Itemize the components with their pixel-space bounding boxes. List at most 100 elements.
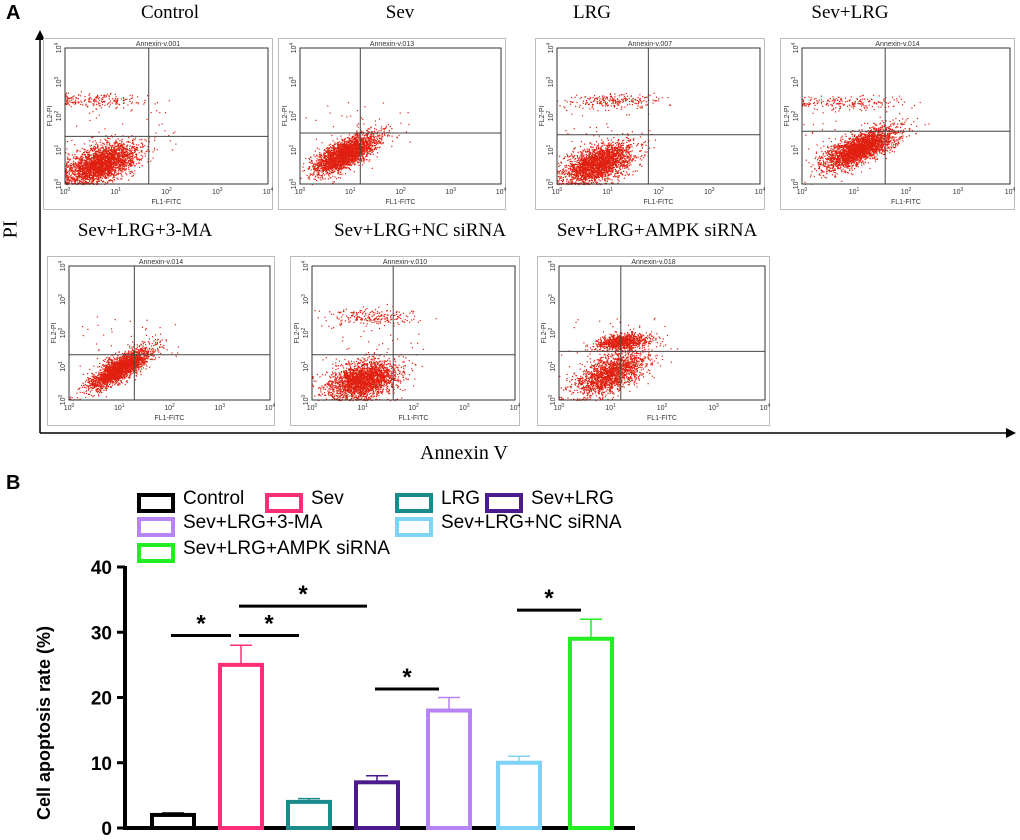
event-dot bbox=[333, 182, 334, 183]
event-dot bbox=[128, 160, 129, 161]
event-dot bbox=[118, 153, 119, 154]
event-dot bbox=[378, 136, 379, 137]
event-dot bbox=[338, 142, 339, 143]
event-dot bbox=[125, 99, 126, 100]
event-dot bbox=[326, 168, 327, 169]
event-dot bbox=[93, 155, 94, 156]
event-dot bbox=[93, 164, 94, 165]
event-dot bbox=[95, 154, 96, 155]
event-dot bbox=[104, 154, 105, 155]
event-dot bbox=[112, 170, 113, 171]
event-dot bbox=[101, 159, 102, 160]
event-dot bbox=[377, 156, 378, 157]
event-dot bbox=[74, 181, 75, 182]
event-dot bbox=[141, 139, 142, 140]
plot-title: Control bbox=[141, 2, 199, 24]
event-dot bbox=[95, 144, 96, 145]
event-dot bbox=[79, 173, 80, 174]
event-dot bbox=[99, 159, 100, 160]
event-dot bbox=[125, 168, 126, 169]
event-dot bbox=[91, 98, 92, 99]
event-dot bbox=[384, 135, 385, 136]
event-dot bbox=[73, 98, 74, 99]
event-dot bbox=[375, 121, 376, 122]
event-dot bbox=[123, 163, 124, 164]
event-dot bbox=[338, 164, 339, 165]
event-dot bbox=[319, 156, 320, 157]
event-dot bbox=[118, 179, 119, 180]
event-dot bbox=[381, 128, 382, 129]
event-dot bbox=[95, 140, 96, 141]
event-dot bbox=[114, 179, 115, 180]
event-dot bbox=[98, 151, 99, 152]
event-dot bbox=[102, 171, 103, 172]
event-dot bbox=[107, 104, 108, 105]
event-dot bbox=[155, 133, 156, 134]
event-dot bbox=[326, 173, 327, 174]
event-dot bbox=[86, 167, 87, 168]
event-dot bbox=[333, 161, 334, 162]
plot-title: Sev bbox=[386, 2, 415, 24]
event-dot bbox=[100, 140, 101, 141]
event-dot bbox=[145, 100, 146, 101]
event-dot bbox=[108, 95, 109, 96]
event-dot bbox=[136, 144, 137, 145]
event-dot bbox=[317, 147, 318, 148]
event-dot bbox=[100, 144, 101, 145]
event-dot bbox=[362, 154, 363, 155]
event-dot bbox=[155, 103, 156, 104]
event-dot bbox=[350, 162, 351, 163]
event-dot bbox=[126, 162, 127, 163]
event-dot bbox=[102, 170, 103, 171]
event-dot bbox=[74, 95, 75, 96]
event-dot bbox=[113, 174, 114, 175]
event-dot bbox=[115, 146, 116, 147]
event-dot bbox=[77, 170, 78, 171]
event-dot bbox=[84, 96, 85, 97]
event-dot bbox=[101, 107, 102, 108]
event-dot bbox=[318, 178, 319, 179]
event-dot bbox=[368, 140, 369, 141]
event-dot bbox=[142, 145, 143, 146]
event-dot bbox=[321, 172, 322, 173]
event-dot bbox=[69, 101, 70, 102]
event-dot bbox=[80, 95, 81, 96]
event-dot bbox=[107, 157, 108, 158]
event-dot bbox=[85, 165, 86, 166]
event-dot bbox=[70, 176, 71, 177]
event-dot bbox=[105, 161, 106, 162]
event-dot bbox=[122, 149, 123, 150]
event-dot bbox=[96, 142, 97, 143]
event-dot bbox=[142, 144, 143, 145]
event-dot bbox=[333, 169, 334, 170]
flow-plot: Annexin-v.001100100101101102102103103104… bbox=[43, 38, 273, 210]
annexin-arrow-icon bbox=[1006, 428, 1016, 438]
event-dot bbox=[82, 104, 83, 105]
event-dot bbox=[106, 165, 107, 166]
event-dot bbox=[100, 174, 101, 175]
event-dot bbox=[118, 169, 119, 170]
event-dot bbox=[121, 143, 122, 144]
event-dot bbox=[86, 104, 87, 105]
event-dot bbox=[377, 147, 378, 148]
event-dot bbox=[376, 137, 377, 138]
event-dot bbox=[335, 168, 336, 169]
event-dot bbox=[131, 110, 132, 111]
event-dot bbox=[302, 167, 303, 168]
event-dot bbox=[100, 157, 101, 158]
event-dot bbox=[84, 101, 85, 102]
event-dot bbox=[103, 166, 104, 167]
event-dot bbox=[97, 179, 98, 180]
event-dot bbox=[92, 103, 93, 104]
event-dot bbox=[80, 168, 81, 169]
event-dot bbox=[110, 146, 111, 147]
event-dot bbox=[108, 103, 109, 104]
event-dot bbox=[334, 171, 335, 172]
event-dot bbox=[346, 143, 347, 144]
event-dot bbox=[319, 152, 320, 153]
event-dot bbox=[98, 163, 99, 164]
event-dot bbox=[74, 166, 75, 167]
event-dot bbox=[67, 177, 68, 178]
event-dot bbox=[85, 99, 86, 100]
event-dot bbox=[363, 157, 364, 158]
